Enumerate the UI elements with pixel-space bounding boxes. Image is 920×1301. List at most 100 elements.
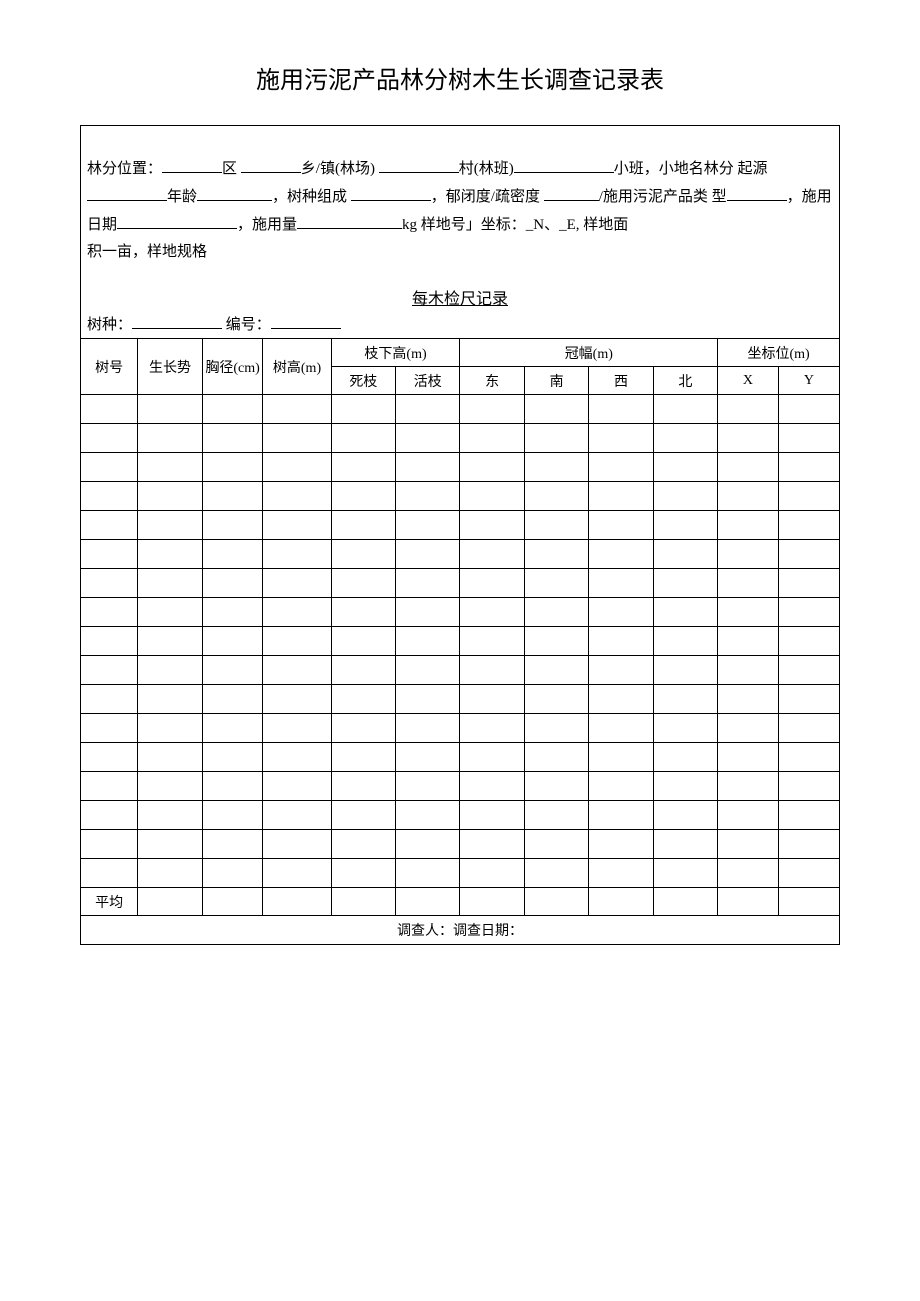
table-cell[interactable] [460, 801, 524, 830]
table-cell[interactable] [653, 801, 717, 830]
table-cell[interactable] [138, 598, 202, 627]
table-cell[interactable] [396, 511, 460, 540]
table-cell[interactable] [460, 569, 524, 598]
blank-amount[interactable] [297, 214, 402, 229]
table-cell[interactable] [263, 685, 331, 714]
table-cell[interactable] [524, 772, 588, 801]
table-cell[interactable] [396, 540, 460, 569]
table-cell[interactable] [589, 801, 653, 830]
table-cell[interactable] [524, 569, 588, 598]
table-cell[interactable] [589, 395, 653, 424]
table-cell[interactable] [263, 801, 331, 830]
table-cell[interactable] [778, 772, 839, 801]
table-cell[interactable] [202, 598, 263, 627]
blank-density[interactable] [544, 186, 599, 201]
table-cell[interactable] [81, 743, 138, 772]
table-cell[interactable] [396, 395, 460, 424]
table-cell[interactable] [460, 453, 524, 482]
table-cell[interactable] [718, 656, 779, 685]
table-cell[interactable] [718, 743, 779, 772]
table-cell[interactable] [396, 830, 460, 859]
table-cell[interactable] [331, 627, 395, 656]
table-cell[interactable] [460, 714, 524, 743]
blank-xiang[interactable] [241, 158, 301, 173]
table-cell[interactable] [331, 395, 395, 424]
avg-cell[interactable] [460, 888, 524, 916]
table-cell[interactable] [460, 685, 524, 714]
table-cell[interactable] [202, 482, 263, 511]
table-cell[interactable] [81, 685, 138, 714]
table-cell[interactable] [589, 830, 653, 859]
table-cell[interactable] [524, 424, 588, 453]
table-cell[interactable] [263, 511, 331, 540]
table-cell[interactable] [589, 569, 653, 598]
table-cell[interactable] [718, 772, 779, 801]
table-cell[interactable] [396, 743, 460, 772]
table-cell[interactable] [653, 656, 717, 685]
table-cell[interactable] [81, 598, 138, 627]
table-cell[interactable] [653, 511, 717, 540]
table-cell[interactable] [524, 540, 588, 569]
table-cell[interactable] [202, 801, 263, 830]
table-cell[interactable] [263, 395, 331, 424]
avg-cell[interactable] [202, 888, 263, 916]
table-cell[interactable] [778, 830, 839, 859]
table-cell[interactable] [81, 482, 138, 511]
table-cell[interactable] [331, 656, 395, 685]
table-cell[interactable] [81, 772, 138, 801]
table-cell[interactable] [202, 424, 263, 453]
table-cell[interactable] [460, 772, 524, 801]
table-cell[interactable] [202, 540, 263, 569]
table-cell[interactable] [202, 656, 263, 685]
table-cell[interactable] [524, 743, 588, 772]
table-cell[interactable] [263, 859, 331, 888]
table-cell[interactable] [460, 482, 524, 511]
table-cell[interactable] [331, 743, 395, 772]
table-cell[interactable] [589, 685, 653, 714]
table-cell[interactable] [524, 714, 588, 743]
table-cell[interactable] [263, 482, 331, 511]
table-cell[interactable] [331, 685, 395, 714]
table-cell[interactable] [778, 627, 839, 656]
table-cell[interactable] [524, 627, 588, 656]
table-cell[interactable] [263, 598, 331, 627]
table-cell[interactable] [263, 627, 331, 656]
table-cell[interactable] [138, 627, 202, 656]
table-cell[interactable] [524, 830, 588, 859]
table-cell[interactable] [263, 714, 331, 743]
table-cell[interactable] [653, 395, 717, 424]
table-cell[interactable] [138, 801, 202, 830]
table-cell[interactable] [263, 424, 331, 453]
table-cell[interactable] [81, 627, 138, 656]
table-cell[interactable] [202, 830, 263, 859]
blank-comp[interactable] [351, 186, 431, 201]
table-cell[interactable] [718, 685, 779, 714]
table-cell[interactable] [524, 801, 588, 830]
table-cell[interactable] [396, 482, 460, 511]
table-cell[interactable] [202, 395, 263, 424]
table-cell[interactable] [718, 482, 779, 511]
table-cell[interactable] [653, 830, 717, 859]
table-cell[interactable] [202, 627, 263, 656]
table-cell[interactable] [138, 453, 202, 482]
table-cell[interactable] [718, 627, 779, 656]
table-cell[interactable] [653, 714, 717, 743]
table-cell[interactable] [138, 424, 202, 453]
table-cell[interactable] [396, 772, 460, 801]
table-cell[interactable] [81, 859, 138, 888]
table-cell[interactable] [202, 714, 263, 743]
table-cell[interactable] [718, 801, 779, 830]
table-cell[interactable] [331, 511, 395, 540]
table-cell[interactable] [396, 627, 460, 656]
table-cell[interactable] [589, 714, 653, 743]
blank-xiaoban[interactable] [514, 158, 614, 173]
table-cell[interactable] [331, 569, 395, 598]
table-cell[interactable] [138, 743, 202, 772]
table-cell[interactable] [396, 859, 460, 888]
table-cell[interactable] [778, 540, 839, 569]
table-cell[interactable] [524, 598, 588, 627]
table-cell[interactable] [653, 859, 717, 888]
table-cell[interactable] [653, 627, 717, 656]
table-cell[interactable] [718, 540, 779, 569]
table-cell[interactable] [138, 714, 202, 743]
